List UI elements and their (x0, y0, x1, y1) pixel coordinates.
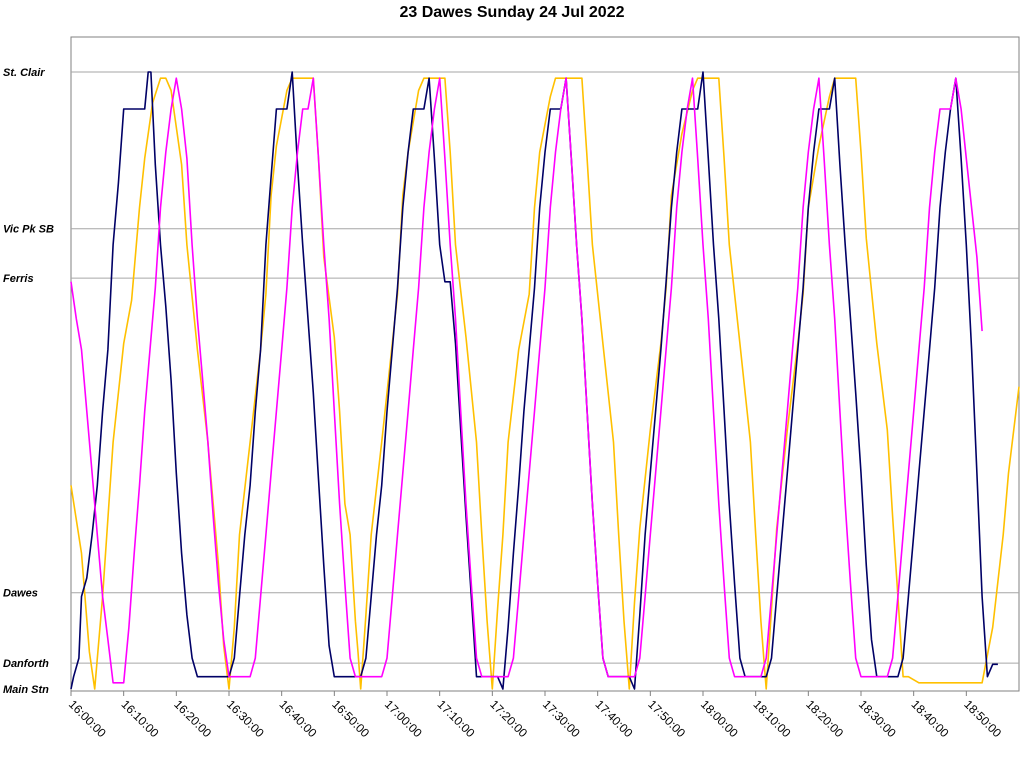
x-tick-label: 17:00:00 (382, 697, 425, 740)
x-tick-label: 18:50:00 (961, 697, 1004, 740)
x-tick-label: 16:00:00 (66, 697, 109, 740)
x-tick-label: 18:40:00 (909, 697, 952, 740)
stop-label: Main Stn (3, 684, 49, 696)
stop-label: St. Clair (3, 67, 45, 79)
series-line-2 (70, 71, 998, 690)
x-tick-label: 16:30:00 (224, 697, 267, 740)
x-tick-label: 17:10:00 (435, 697, 478, 740)
stop-label: Ferris (3, 273, 34, 285)
stop-label: Dawes (3, 588, 38, 600)
x-tick-label: 16:10:00 (119, 697, 162, 740)
x-tick-label: 16:50:00 (329, 697, 372, 740)
x-tick-label: 17:30:00 (540, 697, 583, 740)
chart-title: 23 Dawes Sunday 24 Jul 2022 (399, 4, 625, 21)
x-tick-label: 16:20:00 (171, 697, 214, 740)
x-tick-label: 18:20:00 (803, 697, 846, 740)
series-line-3 (70, 77, 983, 684)
stop-label: Danforth (3, 658, 49, 670)
x-tick-label: 17:40:00 (593, 697, 636, 740)
x-tick-label: 17:50:00 (645, 697, 688, 740)
x-tick-label: 18:10:00 (751, 697, 794, 740)
stop-label: Vic Pk SB (3, 224, 54, 236)
x-tick-label: 18:30:00 (856, 697, 899, 740)
x-tick-label: 16:40:00 (277, 697, 320, 740)
x-tick-label: 17:20:00 (487, 697, 530, 740)
x-tick-label: 18:00:00 (698, 697, 741, 740)
